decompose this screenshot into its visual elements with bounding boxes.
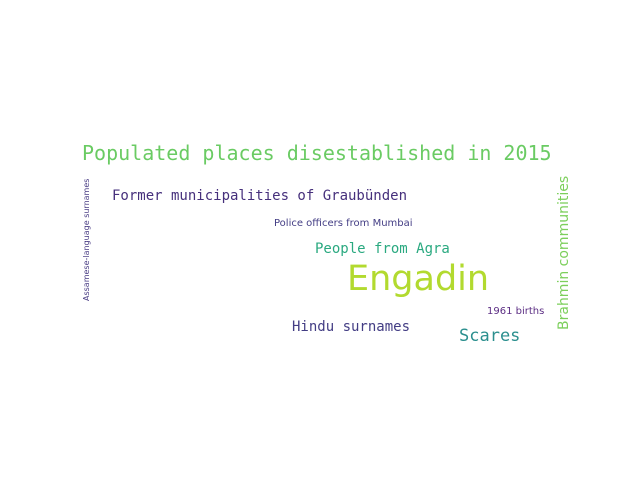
word-brahmin-communities: Brahmin communities	[556, 175, 572, 330]
word-hindu-surnames: Hindu surnames	[292, 319, 411, 335]
word-scares: Scares	[459, 326, 521, 346]
word-assamese-surnames: Assamese-language surnames	[82, 178, 91, 301]
word-former-municipalities: Former municipalities of Graubünden	[112, 188, 408, 204]
word-people-from-agra: People from Agra	[315, 241, 450, 257]
word-1961-births: 1961 births	[487, 306, 545, 317]
word-populated-places: Populated places disestablished in 2015	[82, 141, 552, 165]
word-engadin: Engadin	[347, 259, 490, 299]
word-police-officers: Police officers from Mumbai	[274, 218, 413, 229]
